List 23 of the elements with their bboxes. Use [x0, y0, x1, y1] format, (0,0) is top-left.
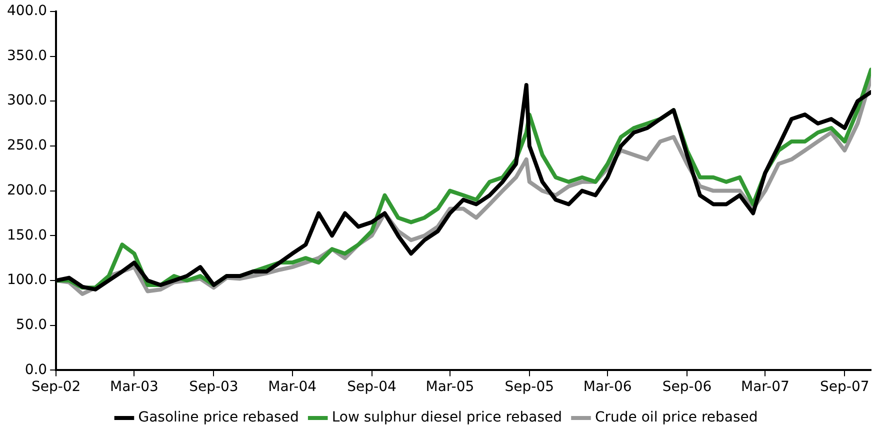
- y-tick-label: 150.0: [6, 227, 48, 244]
- x-tick-label: Sep-04: [347, 379, 396, 396]
- legend-label: Crude oil price rebased: [595, 410, 758, 426]
- y-tick-label: 50.0: [16, 316, 48, 333]
- x-tick-label: Sep-07: [820, 379, 870, 396]
- y-tick-label: 250.0: [6, 138, 48, 154]
- x-tick-label: Sep-03: [189, 379, 238, 396]
- y-tick-label: 0.0: [24, 362, 48, 378]
- y-tick-label: 200.0: [6, 182, 48, 198]
- x-tick-label: Mar-05: [426, 379, 474, 396]
- y-tick-label: 300.0: [6, 92, 48, 109]
- x-tick-label: Sep-02: [31, 379, 81, 396]
- x-tick-label: Mar-04: [268, 379, 317, 396]
- y-tick-label: 100.0: [6, 272, 48, 288]
- y-tick-label: 350.0: [6, 48, 48, 64]
- legend-label: Gasoline price rebased: [138, 410, 299, 426]
- x-tick-label: Mar-07: [741, 379, 790, 396]
- x-tick-label: Mar-03: [110, 379, 158, 396]
- legend-label: Low sulphur diesel price rebased: [332, 410, 562, 426]
- x-tick-label: Sep-06: [662, 379, 712, 396]
- x-tick-label: Sep-05: [504, 379, 554, 396]
- y-tick-label: 400.0: [6, 3, 48, 20]
- x-tick-label: Mar-06: [583, 379, 632, 396]
